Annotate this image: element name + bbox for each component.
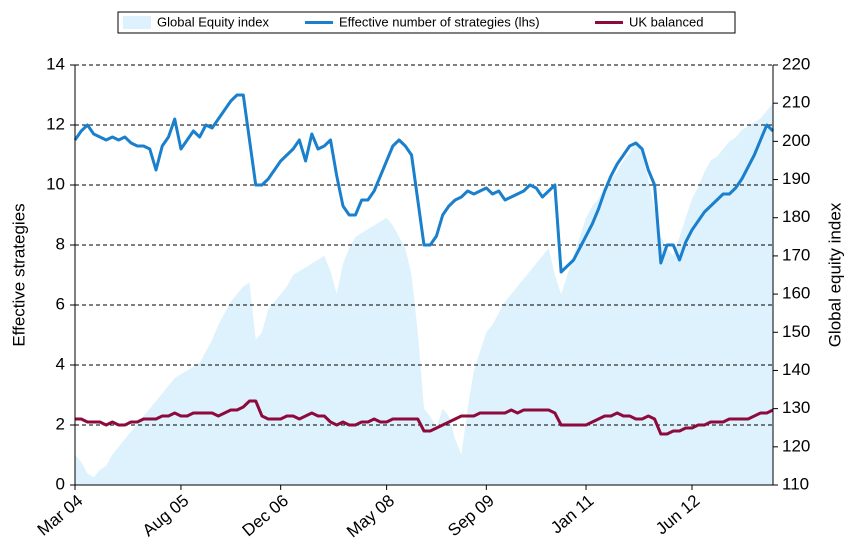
y-tick-label: 4 — [56, 354, 65, 373]
y2-tick-label: 220 — [782, 54, 810, 73]
x-tick-label: Jun 12 — [652, 491, 703, 538]
y-tick-label: 8 — [56, 234, 65, 253]
y2-tick-label: 210 — [782, 93, 810, 112]
area — [75, 103, 773, 485]
y2-tick-label: 180 — [782, 207, 810, 226]
y-tick-label: 2 — [56, 414, 65, 433]
y2-tick-label: 190 — [782, 169, 810, 188]
y2-tick-label: 130 — [782, 398, 810, 417]
y-tick-label: 12 — [46, 114, 65, 133]
y-axis-label: Effective strategies — [9, 203, 28, 346]
y2-tick-label: 110 — [782, 474, 809, 493]
legend-label: Effective number of strategies (lhs) — [339, 14, 540, 29]
y2-tick-label: 160 — [782, 284, 810, 303]
y2-tick-label: 170 — [782, 245, 810, 264]
y-tick-label: 10 — [46, 174, 65, 193]
y-tick-label: 14 — [46, 54, 65, 73]
y2-tick-label: 140 — [782, 360, 810, 379]
y-tick-label: 0 — [56, 474, 65, 493]
line — [73, 93, 775, 274]
y-tick-label: 6 — [56, 294, 65, 313]
legend-swatch — [123, 16, 151, 29]
x-tick-label: Mar 04 — [34, 491, 87, 540]
legend-label: Global Equity index — [157, 14, 270, 29]
legend-label: UK balanced — [629, 14, 703, 29]
x-tick-label: Aug 05 — [139, 491, 192, 540]
x-tick-label: May 08 — [343, 491, 398, 541]
y2-tick-label: 120 — [782, 436, 810, 455]
line — [75, 399, 774, 436]
y2-tick-label: 150 — [782, 322, 810, 341]
y2-axis-label: Global equity index — [825, 202, 844, 347]
x-tick-label: Dec 06 — [239, 491, 292, 540]
legend-box — [117, 11, 736, 34]
y2-tick-label: 200 — [782, 131, 810, 150]
x-tick-label: Jan 11 — [547, 491, 597, 538]
x-tick-label: Sep 09 — [444, 491, 497, 540]
